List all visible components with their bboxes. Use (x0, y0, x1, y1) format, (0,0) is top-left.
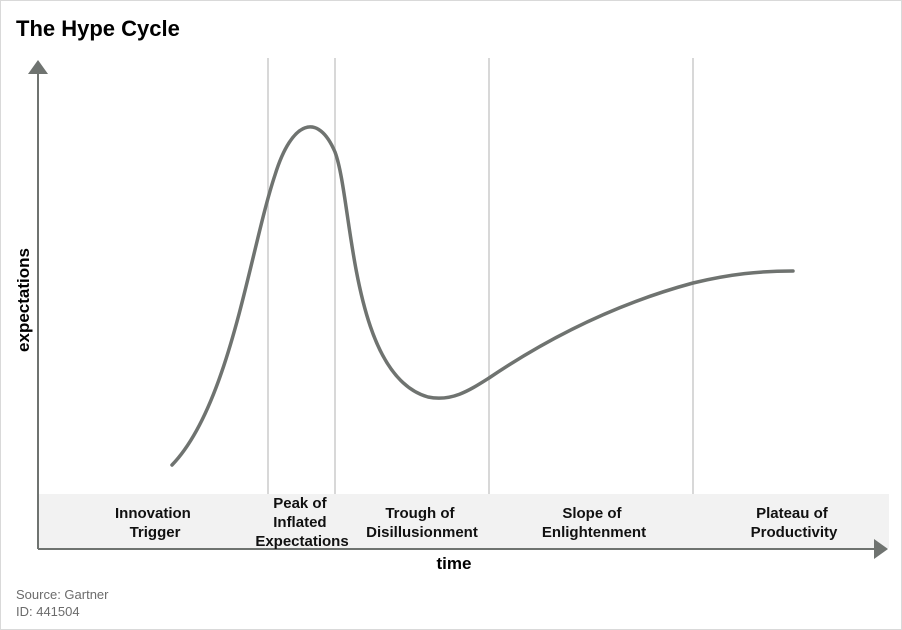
x-axis-arrow-icon (874, 539, 888, 559)
phase-label-line: Innovation (115, 505, 191, 522)
phase-label-line: Disillusionment (366, 524, 478, 541)
y-axis-label: expectations (14, 248, 33, 352)
phase-band (38, 494, 889, 548)
phase-label-line: Trigger (130, 524, 181, 541)
source-text: Source: Gartner (16, 587, 109, 602)
footer: Source: Gartner ID: 441504 (16, 586, 109, 620)
phase-label-innovation-trigger: Innovation Trigger (115, 505, 195, 541)
phase-label-line: Productivity (751, 524, 838, 541)
phase-label-line: Peak of (273, 495, 327, 512)
x-axis-label: time (437, 554, 472, 573)
phase-label-line: Trough of (385, 505, 455, 522)
phase-label-line: Expectations (255, 533, 348, 550)
figure-id-text: ID: 441504 (16, 604, 80, 619)
phase-label-slope: Slope of Enlightenment (542, 505, 646, 541)
phase-label-line: Enlightenment (542, 524, 646, 541)
phase-label-plateau: Plateau of Productivity (751, 505, 838, 541)
page-title: The Hype Cycle (16, 16, 180, 41)
phase-label-peak: Peak of Inflated Expectations (255, 495, 348, 550)
phase-label-trough: Trough of Disillusionment (366, 505, 478, 541)
hype-curve (170, 125, 795, 467)
phase-label-line: Inflated (273, 514, 326, 531)
phase-label-line: Plateau of (756, 505, 829, 522)
y-axis-arrow-icon (28, 60, 48, 74)
phase-label-line: Slope of (562, 505, 622, 522)
